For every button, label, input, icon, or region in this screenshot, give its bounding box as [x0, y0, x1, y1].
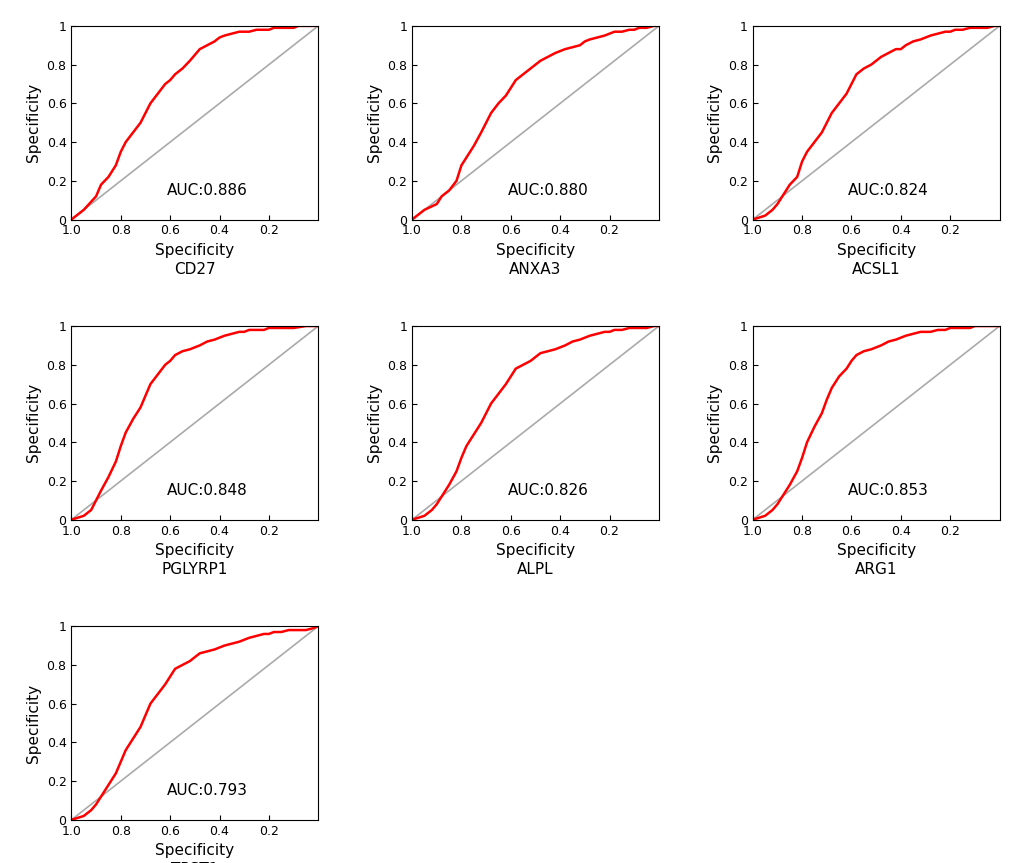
X-axis label: Specificity: Specificity [155, 543, 234, 558]
Text: AUC:0.848: AUC:0.848 [167, 483, 248, 498]
Text: ACSL1: ACSL1 [851, 262, 900, 277]
Text: ANXA3: ANXA3 [508, 262, 561, 277]
X-axis label: Specificity: Specificity [495, 543, 575, 558]
X-axis label: Specificity: Specificity [495, 243, 575, 258]
Text: AUC:0.880: AUC:0.880 [507, 183, 588, 198]
Y-axis label: Specificity: Specificity [366, 83, 381, 162]
Text: AUC:0.853: AUC:0.853 [847, 483, 928, 498]
Y-axis label: Specificity: Specificity [25, 683, 41, 763]
Text: ARG1: ARG1 [854, 563, 897, 577]
Text: PGLYRP1: PGLYRP1 [161, 563, 228, 577]
Y-axis label: Specificity: Specificity [706, 383, 721, 463]
Text: CD27: CD27 [174, 262, 215, 277]
X-axis label: Specificity: Specificity [155, 843, 234, 859]
Y-axis label: Specificity: Specificity [25, 383, 41, 463]
Y-axis label: Specificity: Specificity [706, 83, 721, 162]
Text: AUC:0.824: AUC:0.824 [848, 183, 928, 198]
Text: AUC:0.793: AUC:0.793 [166, 784, 248, 798]
Y-axis label: Specificity: Specificity [25, 83, 41, 162]
Y-axis label: Specificity: Specificity [366, 383, 381, 463]
Text: AUC:0.826: AUC:0.826 [506, 483, 588, 498]
X-axis label: Specificity: Specificity [836, 243, 915, 258]
Text: ALPL: ALPL [517, 563, 553, 577]
X-axis label: Specificity: Specificity [836, 543, 915, 558]
X-axis label: Specificity: Specificity [155, 243, 234, 258]
Text: AUC:0.886: AUC:0.886 [166, 183, 248, 198]
